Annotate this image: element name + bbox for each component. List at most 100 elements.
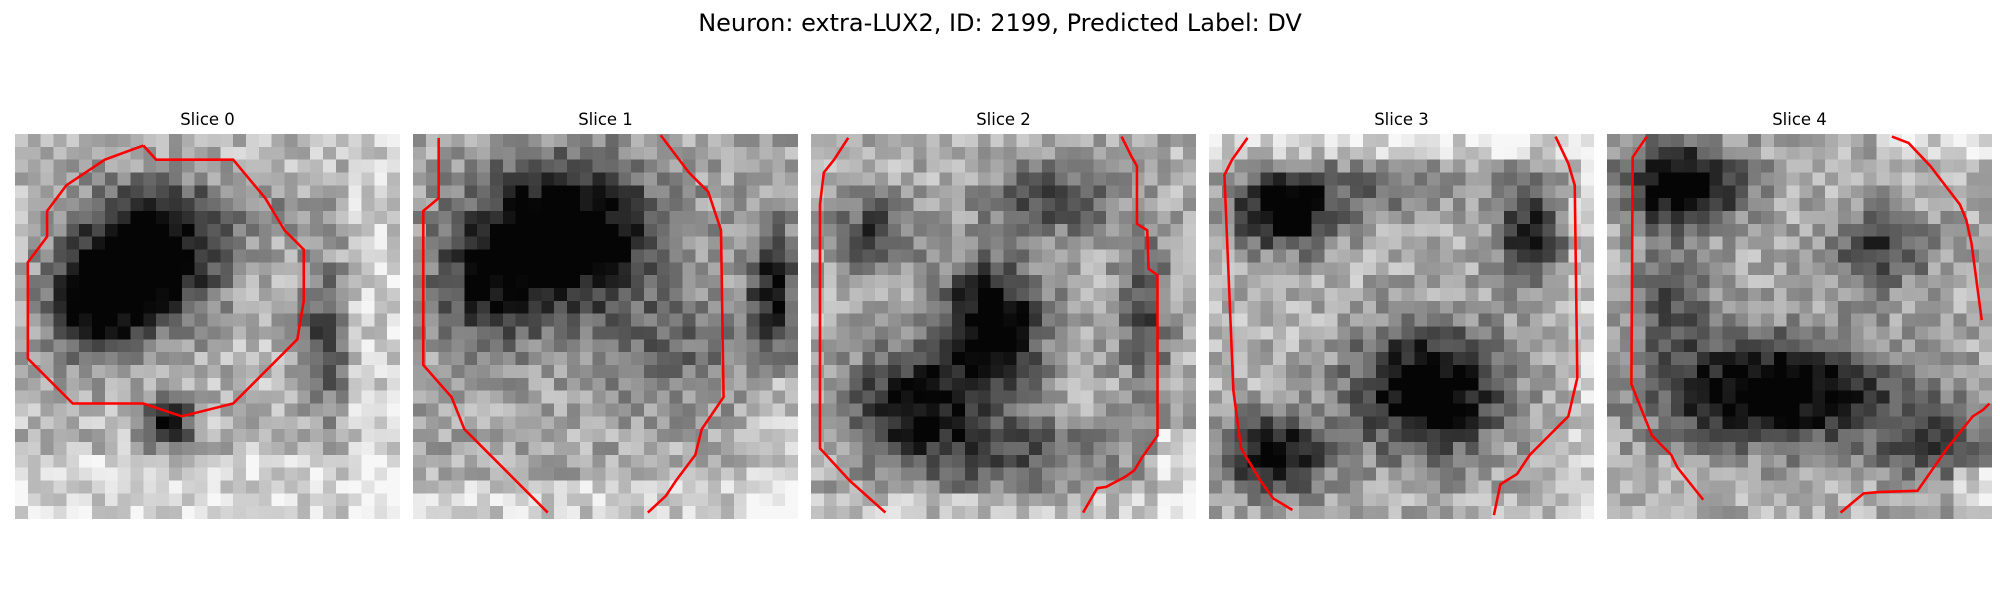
- pixel: [1517, 339, 1531, 353]
- pixel: [1260, 339, 1274, 353]
- pixel: [1170, 467, 1184, 481]
- pixel: [644, 480, 658, 494]
- pixel: [1042, 377, 1056, 391]
- pixel: [811, 429, 825, 443]
- pixel: [284, 146, 298, 160]
- pixel: [1722, 300, 1736, 314]
- pixel: [284, 211, 298, 225]
- pixel: [438, 416, 452, 430]
- pixel: [1825, 262, 1839, 276]
- pixel: [1979, 365, 1992, 379]
- pixel: [220, 288, 234, 302]
- pixel: [1209, 377, 1223, 391]
- pixel: [40, 365, 54, 379]
- pixel: [15, 236, 29, 250]
- pixel: [335, 390, 349, 404]
- pixel: [1696, 249, 1710, 263]
- pixel: [605, 352, 619, 366]
- pixel: [1619, 480, 1633, 494]
- pixel: [785, 300, 798, 314]
- pixel: [965, 172, 979, 186]
- pixel: [785, 262, 798, 276]
- pixel: [1452, 262, 1466, 276]
- pixel: [53, 339, 67, 353]
- pixel: [823, 493, 837, 507]
- pixel: [631, 300, 645, 314]
- pixel: [335, 416, 349, 430]
- pixel: [1722, 172, 1736, 186]
- pixel: [1696, 134, 1710, 148]
- pixel: [1042, 300, 1056, 314]
- pixel: [1748, 416, 1762, 430]
- pixel: [194, 352, 208, 366]
- pixel: [695, 365, 709, 379]
- pixel: [900, 172, 914, 186]
- pixel: [708, 493, 722, 507]
- pixel: [66, 223, 80, 237]
- pixel: [939, 300, 953, 314]
- pixel: [1645, 467, 1659, 481]
- pixel: [1696, 467, 1710, 481]
- pixel: [1953, 339, 1967, 353]
- pixel: [1247, 146, 1261, 160]
- pixel: [823, 313, 837, 327]
- pixel: [977, 467, 991, 481]
- pixel: [528, 442, 542, 456]
- pixel: [220, 236, 234, 250]
- pixel: [1093, 454, 1107, 468]
- pixel: [695, 236, 709, 250]
- pixel: [361, 313, 375, 327]
- pixel: [297, 390, 311, 404]
- pixel: [425, 506, 439, 519]
- pixel: [1979, 134, 1992, 148]
- pixel: [1042, 493, 1056, 507]
- pixel: [1761, 493, 1775, 507]
- pixel: [1491, 262, 1505, 276]
- pixel: [1080, 288, 1094, 302]
- pixel: [1247, 288, 1261, 302]
- pixel: [1375, 403, 1389, 417]
- pixel: [875, 262, 889, 276]
- pixel: [785, 159, 798, 173]
- pixel: [1234, 185, 1248, 199]
- pixel: [53, 146, 67, 160]
- pixel: [1632, 172, 1646, 186]
- pixel: [1440, 480, 1454, 494]
- pixel: [952, 416, 966, 430]
- pixel: [1619, 262, 1633, 276]
- pixel: [605, 288, 619, 302]
- pixel: [1337, 326, 1351, 340]
- pixel: [1054, 146, 1068, 160]
- pixel: [335, 159, 349, 173]
- pixel: [1953, 493, 1967, 507]
- pixel: [1786, 262, 1800, 276]
- pixel: [1517, 236, 1531, 250]
- pixel: [1093, 300, 1107, 314]
- pixel: [1363, 249, 1377, 263]
- pixel: [1902, 493, 1916, 507]
- pixel: [1658, 506, 1672, 519]
- pixel: [1350, 416, 1364, 430]
- pixel: [1209, 275, 1223, 289]
- pixel: [669, 172, 683, 186]
- pixel: [1144, 352, 1158, 366]
- pixel: [836, 300, 850, 314]
- pixel: [1684, 223, 1698, 237]
- pixel: [1529, 159, 1543, 173]
- pixel: [1465, 493, 1479, 507]
- pixel: [1761, 146, 1775, 160]
- pixel: [939, 262, 953, 276]
- pixel: [451, 493, 465, 507]
- pixel: [1183, 339, 1196, 353]
- pixel: [900, 442, 914, 456]
- pixel: [502, 300, 516, 314]
- pixel: [1440, 390, 1454, 404]
- pixel: [477, 390, 491, 404]
- pixel: [1221, 377, 1235, 391]
- pixel: [246, 275, 260, 289]
- pixel: [1658, 288, 1672, 302]
- pixel: [1067, 377, 1081, 391]
- pixel: [1491, 429, 1505, 443]
- pixel: [836, 326, 850, 340]
- pixel: [644, 352, 658, 366]
